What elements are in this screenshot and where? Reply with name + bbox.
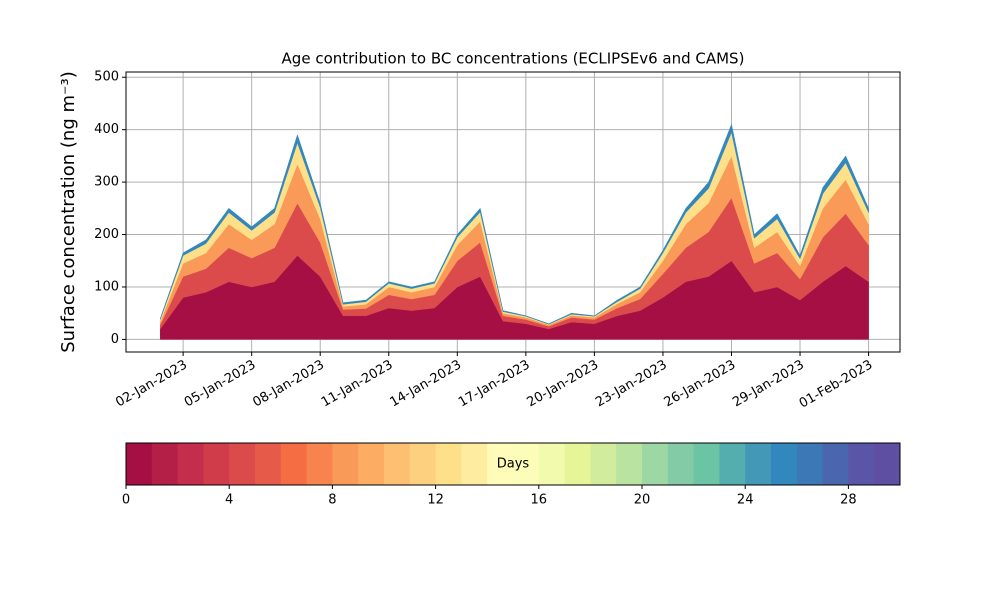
x-tick-label: 11-Jan-2023 <box>319 358 396 411</box>
y-tick-label: 100 <box>94 279 119 294</box>
colorbar-swatch <box>642 443 669 485</box>
colorbar-tick-label: 8 <box>328 493 336 508</box>
y-axis-label: Surface concentration (ng m⁻³) <box>58 71 79 353</box>
x-tick-label: 02-Jan-2023 <box>113 358 190 411</box>
y-tick-label: 400 <box>94 122 119 137</box>
x-tick-label: 05-Jan-2023 <box>182 358 259 411</box>
colorbar-tick-label: 28 <box>840 493 857 508</box>
colorbar-swatch <box>409 443 437 485</box>
colorbar-swatch <box>229 443 256 485</box>
x-tick-label: 14-Jan-2023 <box>387 358 464 411</box>
colorbar-swatch <box>590 443 617 485</box>
chart-title: Age contribution to BC concentrations (E… <box>282 50 745 68</box>
x-tick-label: 01-Feb-2023 <box>797 358 876 412</box>
colorbar-swatch <box>306 443 333 485</box>
colorbar-swatch <box>332 443 359 485</box>
area <box>160 123 869 325</box>
colorbar-swatch <box>538 443 566 485</box>
x-tick-label: 17-Jan-2023 <box>456 358 533 411</box>
y-tick-label: 0 <box>111 332 119 347</box>
x-tick-label: 29-Jan-2023 <box>730 358 807 411</box>
colorbar-swatch <box>719 443 746 485</box>
plot-frame <box>125 71 901 353</box>
colorbar-swatch <box>822 443 849 485</box>
colorbar-swatch <box>280 443 308 485</box>
y-tick-label: 300 <box>94 175 119 190</box>
colorbar-swatch <box>796 443 824 485</box>
colorbar-swatch <box>487 443 514 485</box>
colorbar-swatch <box>126 443 153 485</box>
colorbar-swatch <box>771 443 798 485</box>
colorbar-swatch <box>177 443 204 485</box>
colorbar-tick-label: 16 <box>531 493 548 508</box>
colorbar-swatch <box>435 443 462 485</box>
y-tick-label: 500 <box>94 70 119 85</box>
colorbar-swatch <box>461 443 488 485</box>
colorbar-swatch <box>255 443 282 485</box>
x-tick-label: 08-Jan-2023 <box>250 358 327 411</box>
colorbar-swatch <box>667 443 695 485</box>
colorbar-tick-label: 4 <box>225 493 233 508</box>
colorbar-swatch <box>616 443 643 485</box>
colorbar-label: Days <box>497 457 530 472</box>
colorbar-swatch <box>358 443 385 485</box>
colorbar-tick-label: 0 <box>122 493 130 508</box>
colorbar-swatch <box>745 443 772 485</box>
x-tick-label: 26-Jan-2023 <box>662 358 739 411</box>
colorbar-tick-label: 12 <box>427 493 444 508</box>
colorbar-frame <box>125 442 901 486</box>
colorbar-swatch <box>693 443 720 485</box>
colorbar-swatch <box>151 443 179 485</box>
colorbar-tick-label: 20 <box>634 493 651 508</box>
colorbar-swatch <box>384 443 411 485</box>
colorbar-swatch <box>848 443 875 485</box>
colorbar-tick-label: 24 <box>737 493 754 508</box>
y-tick-label: 200 <box>94 227 119 242</box>
x-tick-label: 23-Jan-2023 <box>593 358 670 411</box>
x-tick-label: 20-Jan-2023 <box>525 358 602 411</box>
colorbar-swatch <box>203 443 230 485</box>
colorbar-swatch <box>564 443 591 485</box>
colorbar-swatch <box>874 443 901 485</box>
colorbar-swatch <box>513 443 540 485</box>
